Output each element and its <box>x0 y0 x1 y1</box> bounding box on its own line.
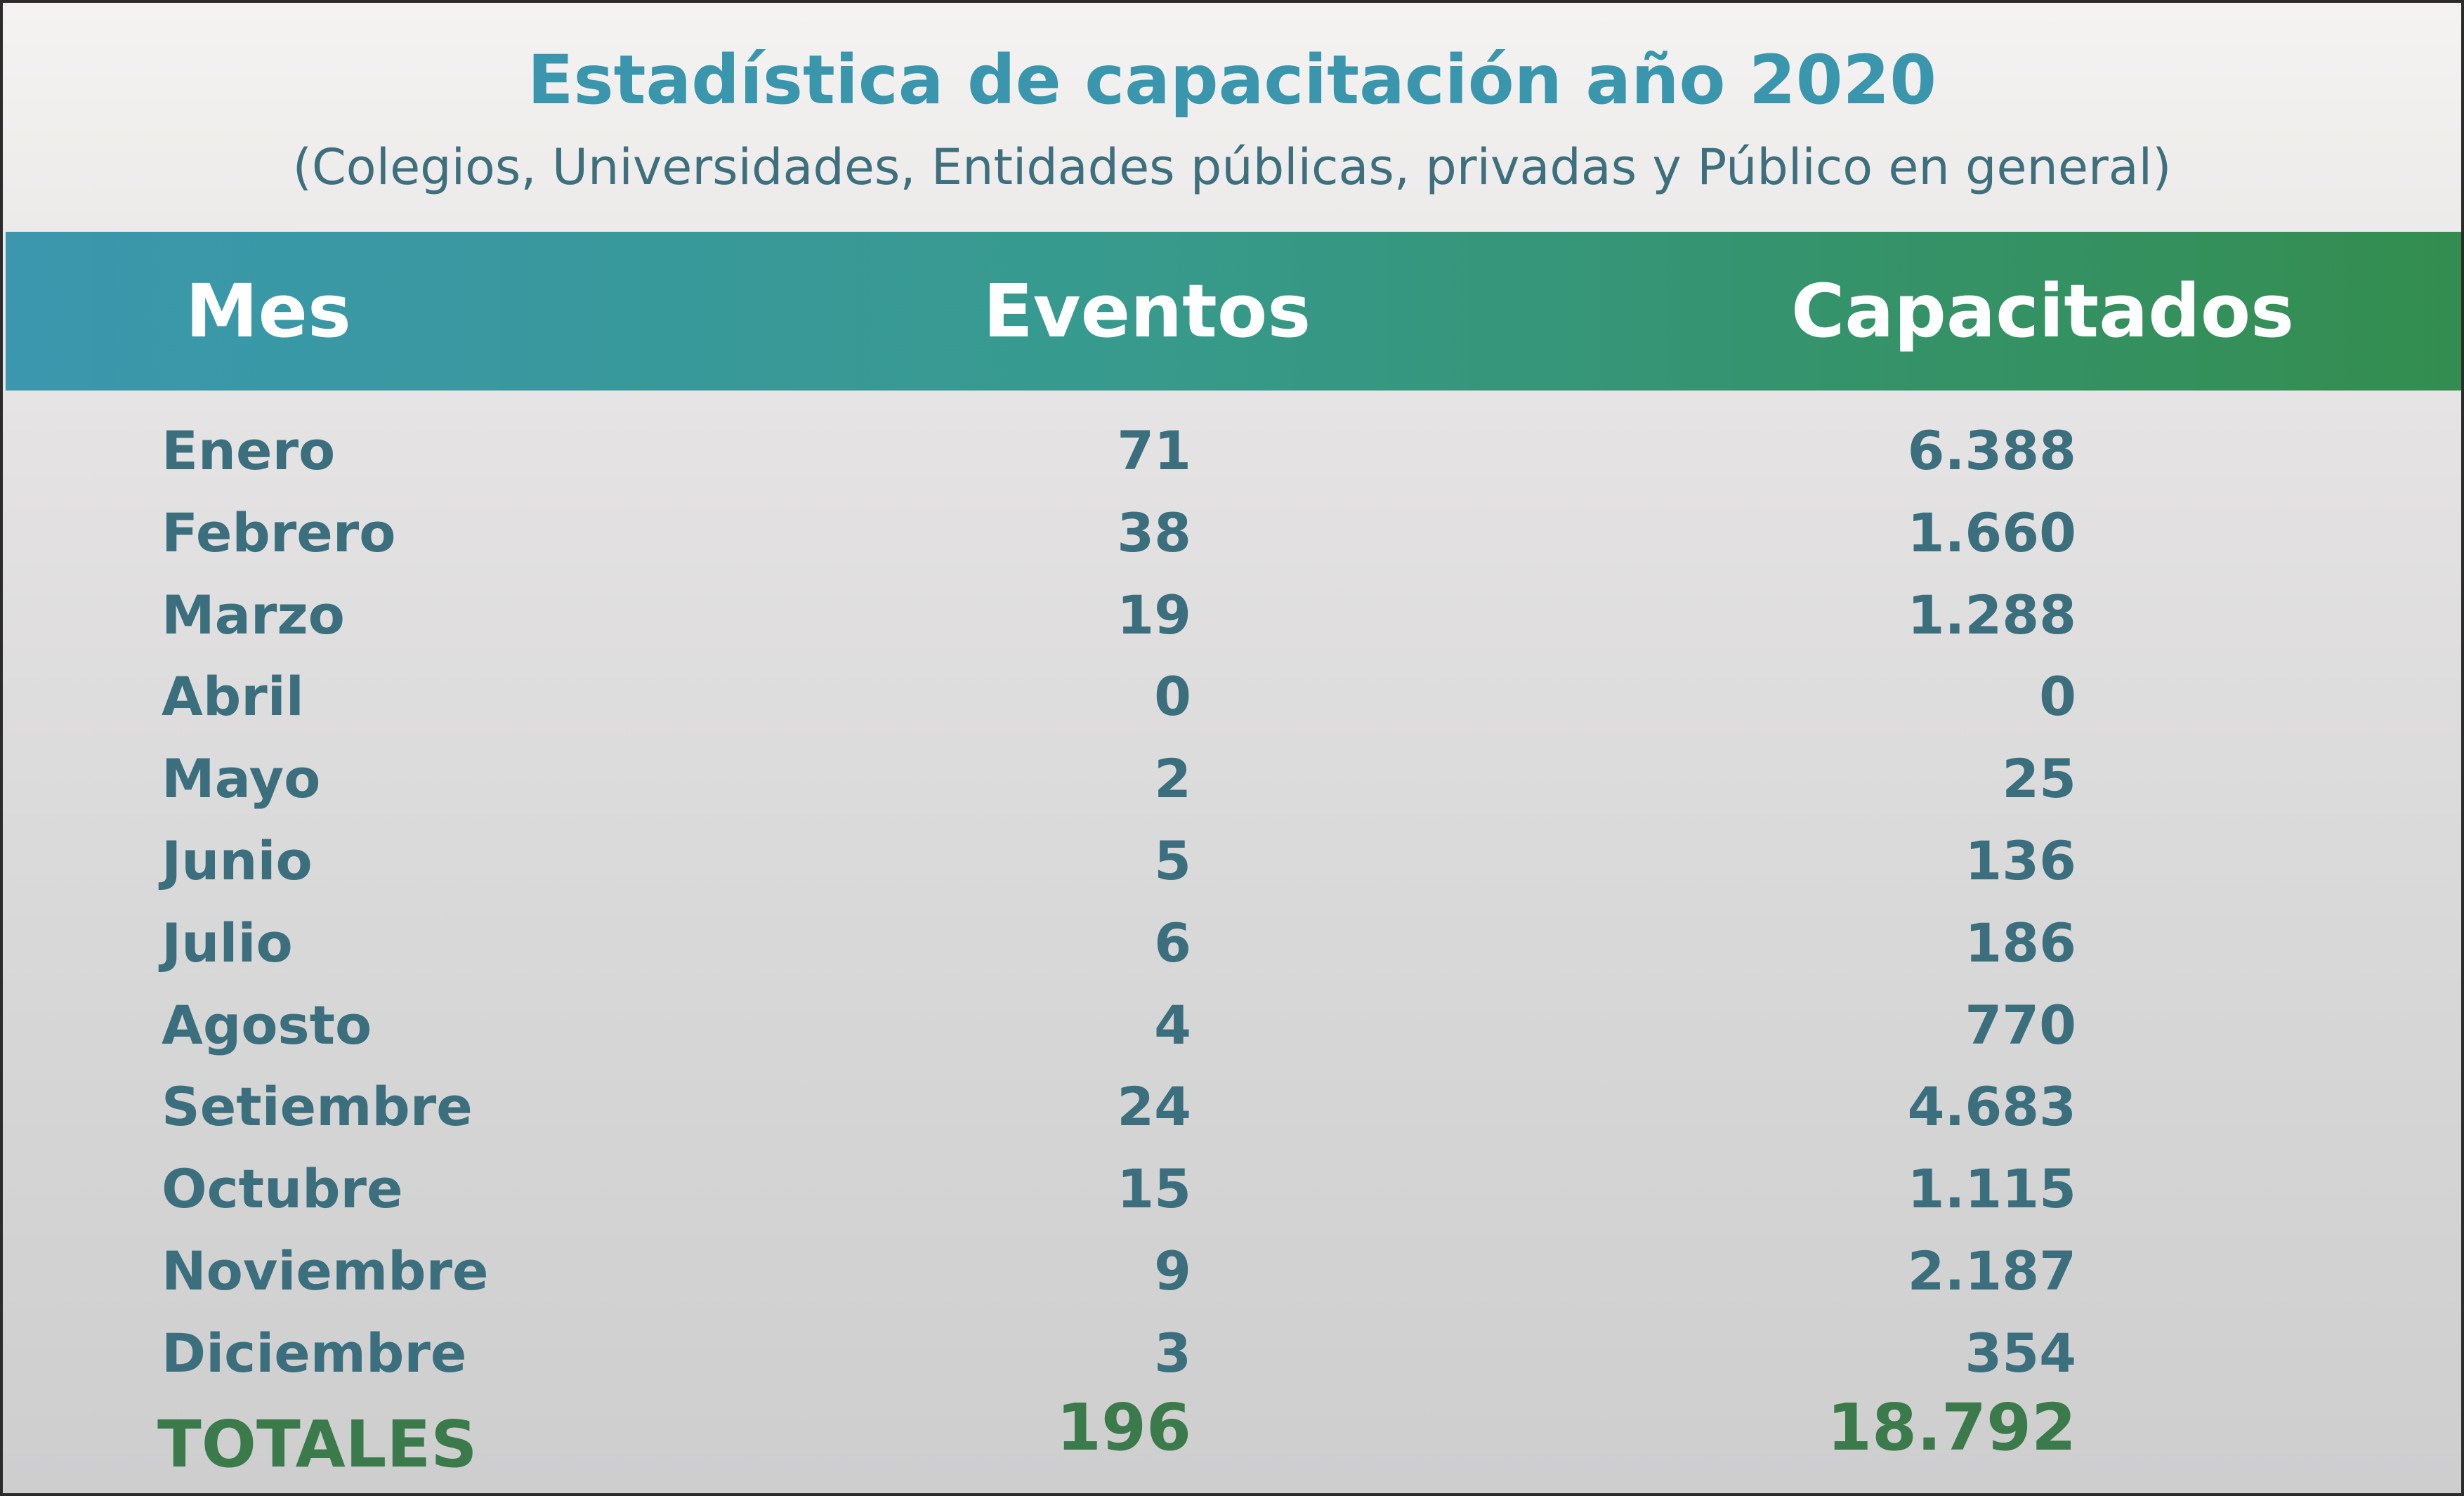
cell-eventos: 2 <box>1154 747 1191 811</box>
cell-eventos: 38 <box>1117 501 1191 564</box>
table-row: Febrero 38 1.660 <box>3 492 2461 575</box>
table-row: Agosto 4 770 <box>3 985 2461 1067</box>
cell-capacitados: 1.660 <box>1907 501 2076 564</box>
totals-label: TOTALES <box>157 1407 478 1482</box>
cell-eventos: 9 <box>1154 1239 1191 1302</box>
cell-eventos: 71 <box>1117 419 1191 482</box>
cell-mes: Octubre <box>162 1157 403 1221</box>
cell-eventos: 4 <box>1154 993 1191 1056</box>
cell-eventos: 5 <box>1154 829 1191 892</box>
page-subtitle: (Colegios, Universidades, Entidades públ… <box>292 138 2172 196</box>
table-header: Mes Eventos Capacitados <box>6 232 2461 391</box>
cell-capacitados: 6.388 <box>1907 419 2076 482</box>
table-row: Julio 6 186 <box>3 903 2461 985</box>
cell-mes: Julio <box>162 911 293 974</box>
totals-row: TOTALES 196 18.792 <box>3 1386 2461 1492</box>
table-row: Setiembre 24 4.683 <box>3 1066 2461 1148</box>
cell-mes: Noviembre <box>162 1239 489 1302</box>
header-eventos: Eventos <box>983 268 1311 354</box>
cell-capacitados: 136 <box>1965 829 2076 892</box>
table-row: Junio 5 136 <box>3 820 2461 903</box>
page-title: Estadística de capacitación año 2020 <box>527 41 1937 119</box>
cell-mes: Enero <box>162 419 336 482</box>
cell-mes: Mayo <box>162 747 321 811</box>
cell-capacitados: 0 <box>2039 665 2076 728</box>
table-row: Noviembre 9 2.187 <box>3 1231 2461 1313</box>
cell-mes: Marzo <box>162 583 345 646</box>
cell-mes: Setiembre <box>162 1075 473 1139</box>
cell-mes: Junio <box>162 829 313 892</box>
cell-eventos: 19 <box>1117 583 1191 646</box>
table-row: Marzo 19 1.288 <box>3 575 2461 657</box>
table-row: Mayo 2 25 <box>3 738 2461 820</box>
cell-capacitados: 770 <box>1965 993 2076 1056</box>
table-row: Diciembre 3 354 <box>3 1313 2461 1395</box>
cell-mes: Diciembre <box>162 1321 467 1384</box>
cell-mes: Agosto <box>162 993 372 1056</box>
cell-eventos: 0 <box>1154 665 1191 728</box>
table-row: Abril 0 0 <box>3 656 2461 738</box>
header-mes: Mes <box>185 268 351 354</box>
table-row: Octubre 15 1.115 <box>3 1148 2461 1231</box>
totals-capacitados: 18.792 <box>1826 1390 2076 1465</box>
cell-eventos: 3 <box>1154 1321 1191 1384</box>
totals-eventos: 196 <box>1056 1390 1191 1465</box>
cell-capacitados: 1.115 <box>1907 1157 2076 1221</box>
cell-capacitados: 2.187 <box>1907 1239 2076 1302</box>
cell-mes: Febrero <box>162 501 396 564</box>
cell-capacitados: 25 <box>2002 747 2076 811</box>
cell-eventos: 15 <box>1117 1157 1191 1221</box>
cell-eventos: 6 <box>1154 911 1191 974</box>
cell-mes: Abril <box>162 665 304 728</box>
table-body: Enero 71 6.388 Febrero 38 1.660 Marzo 19… <box>3 410 2461 1395</box>
cell-capacitados: 1.288 <box>1907 583 2076 646</box>
header-capacitados: Capacitados <box>1790 268 2295 354</box>
table-row: Enero 71 6.388 <box>3 410 2461 492</box>
cell-eventos: 24 <box>1117 1075 1191 1139</box>
cell-capacitados: 354 <box>1965 1321 2076 1384</box>
cell-capacitados: 4.683 <box>1907 1075 2076 1139</box>
cell-capacitados: 186 <box>1965 911 2076 974</box>
